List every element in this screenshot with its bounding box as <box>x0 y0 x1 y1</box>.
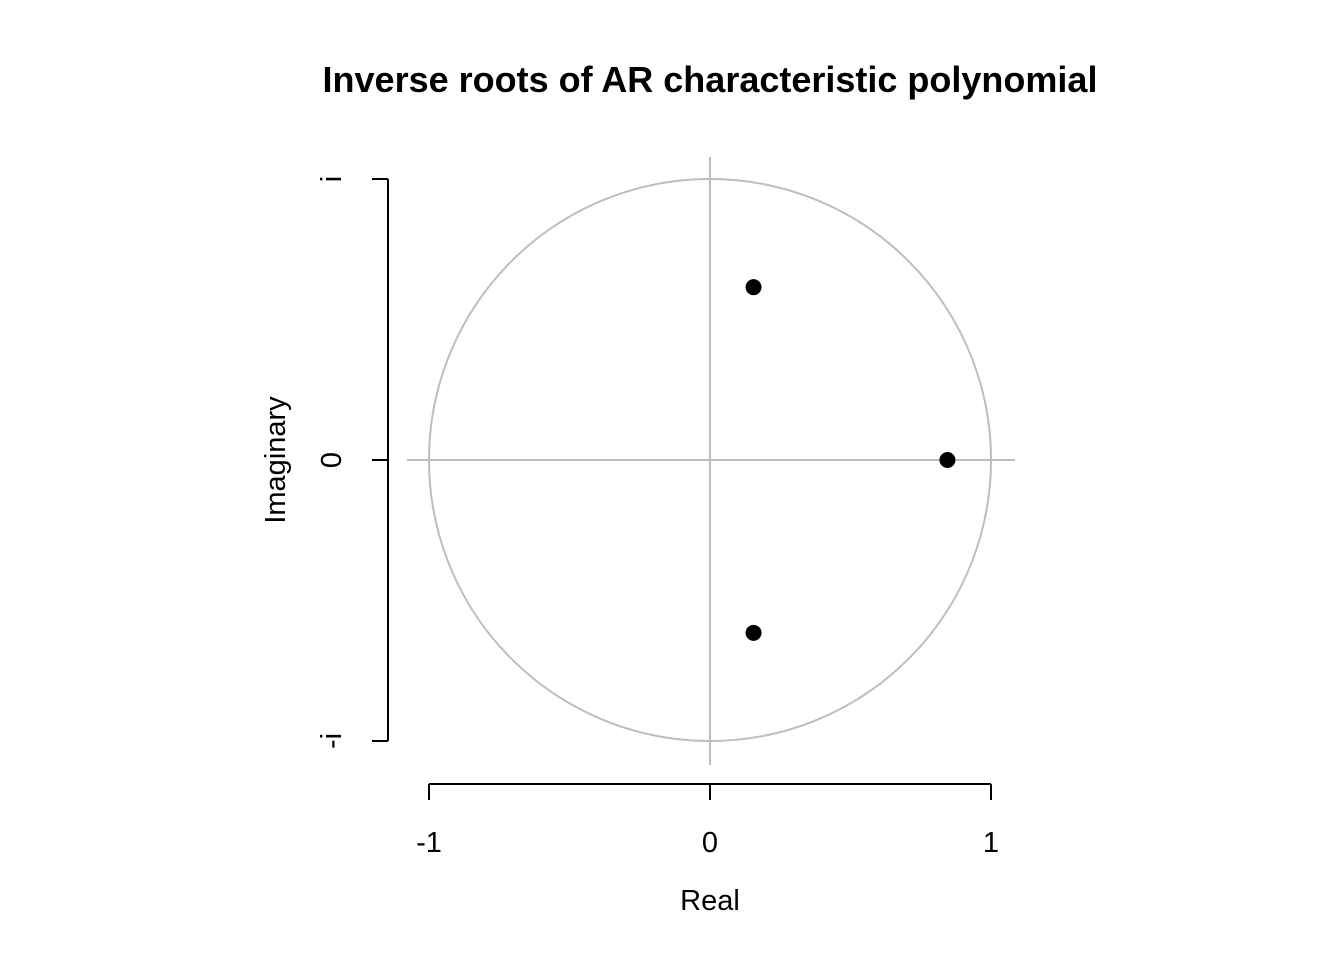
chart-title: Inverse roots of AR characteristic polyn… <box>323 59 1098 100</box>
root-point <box>939 452 956 468</box>
x-tick-label: -1 <box>416 827 442 859</box>
x-axis-label: Real <box>680 885 740 917</box>
y-tick-label: i <box>316 176 348 182</box>
points-layer <box>745 279 956 641</box>
root-point <box>745 279 762 296</box>
x-tick-label: 1 <box>983 827 999 859</box>
y-axis-label: Imaginary <box>260 396 292 524</box>
root-point <box>745 624 762 641</box>
y-axis: -i 0 i <box>316 176 389 749</box>
y-tick-label: 0 <box>316 452 348 468</box>
x-tick-label: 0 <box>702 827 718 859</box>
x-axis: -1 0 1 <box>416 783 999 859</box>
reference-layer <box>407 157 1015 765</box>
y-tick-label: -i <box>316 733 348 749</box>
